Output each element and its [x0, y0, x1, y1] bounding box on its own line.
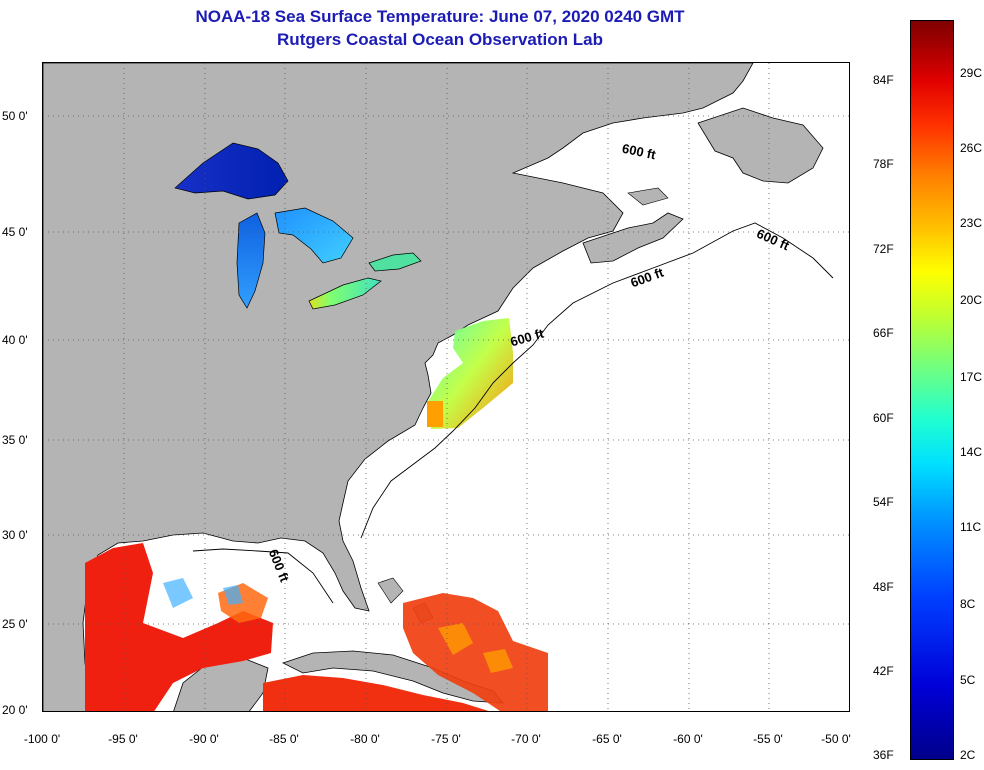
lat-label-40: 40 0' — [2, 333, 28, 347]
sst-gulf-of-mexico — [85, 543, 273, 711]
map-subtitle: Rutgers Coastal Ocean Observation Lab — [277, 30, 603, 49]
lat-label-35: 35 0' — [2, 433, 28, 447]
lon-label-95: -95 0' — [108, 732, 138, 746]
cb-c-8: 8C — [960, 597, 976, 611]
cb-c-23: 23C — [960, 216, 983, 230]
lat-label-45: 45 0' — [2, 225, 28, 239]
lat-label-25: 25 0' — [2, 617, 28, 631]
cb-f-48: 48F — [873, 580, 894, 594]
lon-label-65: -65 0' — [592, 732, 622, 746]
cb-c-20: 20C — [960, 293, 983, 307]
lat-label-30: 30 0' — [2, 528, 28, 542]
lon-label-70: -70 0' — [511, 732, 541, 746]
cb-f-72: 72F — [873, 242, 894, 256]
land-yucatan — [173, 657, 269, 711]
lat-label-20: 20 0' — [2, 703, 28, 717]
lake-huron — [274, 207, 354, 264]
map-grid — [43, 63, 849, 711]
sst-chesapeake-warm — [427, 401, 443, 427]
cb-f-36: 36F — [873, 748, 894, 762]
lake-superior — [174, 142, 289, 200]
cb-c-17: 17C — [960, 370, 983, 384]
sst-gulf-cool — [163, 578, 243, 608]
lake-erie — [308, 277, 382, 310]
cb-c-11: 11C — [960, 520, 982, 534]
lon-label-85: -85 0' — [269, 732, 299, 746]
cb-f-78: 78F — [873, 157, 894, 171]
cb-c-14: 14C — [960, 445, 983, 459]
temperature-colorbar — [910, 20, 954, 760]
map-canvas — [43, 63, 849, 711]
sst-caribbean — [263, 675, 489, 711]
map-title: NOAA-18 Sea Surface Temperature: June 07… — [195, 7, 685, 26]
land-north-america — [43, 63, 754, 711]
sst-bahamas-warm — [438, 623, 513, 673]
cb-f-42: 42F — [873, 664, 894, 678]
land-pei — [627, 187, 669, 206]
depth-contour-600ft — [192, 222, 834, 604]
lon-label-60: -60 0' — [673, 732, 703, 746]
lon-label-100: -100 0' — [23, 732, 61, 746]
lon-label-55: -55 0' — [753, 732, 783, 746]
lon-label-80: -80 0' — [350, 732, 380, 746]
lat-label-50: 50 0' — [2, 109, 28, 123]
lon-label-90: -90 0' — [189, 732, 219, 746]
cb-c-26: 26C — [960, 141, 983, 155]
lon-label-50: -50 0' — [821, 732, 851, 746]
lake-ontario — [368, 252, 422, 272]
land-nova-scotia — [582, 212, 684, 264]
land-newfoundland — [697, 107, 824, 184]
cb-f-54: 54F — [873, 495, 894, 509]
cb-f-60: 60F — [873, 411, 894, 425]
cb-f-84: 84F — [873, 73, 894, 87]
cb-c-2: 2C — [960, 748, 976, 762]
sst-mid-atlantic — [427, 318, 513, 429]
sst-bahamas — [403, 593, 548, 711]
cb-f-66: 66F — [873, 326, 894, 340]
lon-label-75: -75 0' — [431, 732, 461, 746]
cb-c-5: 5C — [960, 673, 976, 687]
sst-map — [42, 62, 850, 712]
lake-michigan — [236, 212, 266, 309]
cb-c-29: 29C — [960, 66, 983, 80]
